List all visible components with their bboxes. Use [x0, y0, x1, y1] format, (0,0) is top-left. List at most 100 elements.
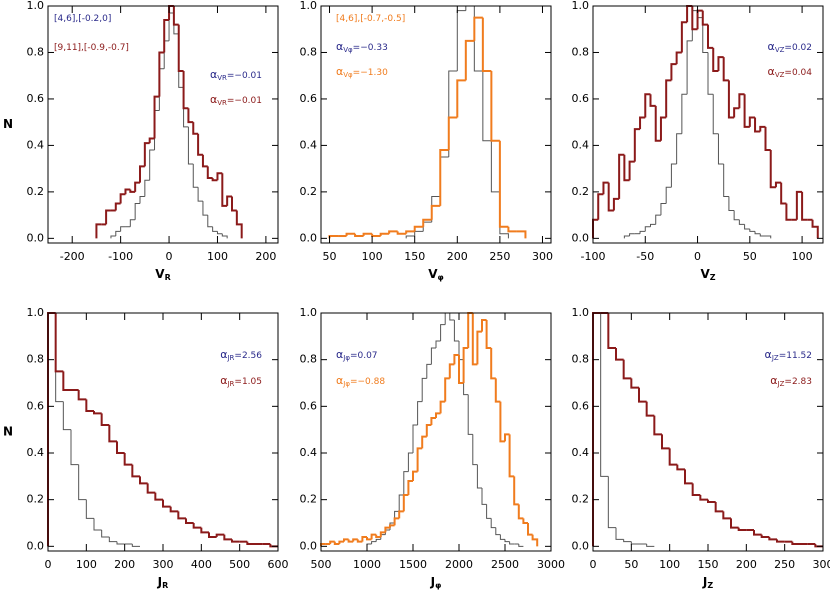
histogram-step: [615, 527, 624, 540]
histogram-step: [384, 526, 390, 533]
histogram-step: [139, 476, 148, 485]
histogram-step: [362, 232, 373, 237]
histogram-step: [612, 197, 620, 211]
histogram-step: [192, 164, 199, 188]
histogram-step: [481, 319, 487, 332]
histogram-step: [421, 435, 427, 449]
histogram-step: [628, 160, 635, 181]
histogram-step: [100, 413, 110, 426]
histogram-step: [702, 17, 708, 53]
histogram-step: [754, 117, 761, 133]
histogram-step: [143, 142, 150, 167]
histogram-step: [471, 313, 478, 366]
annotation-subscript: Jφ: [342, 380, 350, 388]
histogram-step: [749, 229, 756, 232]
histogram-step: [811, 219, 819, 239]
annotation-subscript: JZ: [771, 354, 779, 362]
histogram-step: [108, 425, 117, 443]
histogram-step: [785, 203, 792, 221]
histogram-step: [744, 224, 750, 230]
histogram-step: [660, 203, 667, 216]
histogram-step: [659, 116, 667, 141]
histogram-step: [146, 483, 156, 494]
histogram-step: [206, 166, 213, 179]
histogram-step: [371, 233, 381, 238]
annotation-text: [4,6],[-0.7,-0.5]: [336, 14, 405, 24]
histogram-step: [435, 340, 441, 348]
histogram-step: [131, 544, 140, 547]
panel: 0.00.20.40.60.81.0-100 -50 0 50 100VZαVZ=0.0…: [572, 0, 824, 282]
histogram-step: [221, 173, 228, 207]
annotation-subscript: JR: [226, 354, 234, 362]
histogram-step: [62, 401, 71, 431]
histogram-step: [795, 190, 803, 220]
histogram-step: [774, 181, 782, 188]
annotation-text: =−0.88: [350, 377, 385, 387]
histogram-step: [668, 448, 678, 466]
histogram-step: [622, 359, 632, 380]
histogram-step: [177, 511, 186, 520]
x-tick-label: 0: [166, 250, 173, 263]
histogram-step: [462, 347, 469, 383]
histogram-step: [465, 5, 475, 11]
annotation: αJφ=−0.88: [336, 374, 385, 388]
annotation-subscript: VR: [217, 99, 227, 107]
histogram-step: [375, 534, 381, 538]
panel: 0.00.20.40.60.81.0050100150200250300JZαJ…: [572, 306, 830, 590]
x-axis-label-main: V: [428, 267, 438, 281]
histogram-step: [425, 424, 432, 437]
histogram-step: [630, 541, 639, 545]
y-tick-label: 0.8: [27, 353, 45, 366]
panel: 0.0 0.2 0.4 0.6 0.8 1.0 0 100 200 300 400 500 600 JR N…: [3, 306, 289, 590]
histogram-step: [509, 541, 515, 545]
histogram-step: [727, 80, 735, 119]
annotation-text: =1.05: [234, 377, 262, 387]
y-tick-label: 0.0: [27, 539, 45, 552]
annotation-symbol: α: [336, 65, 343, 78]
histogram-step: [389, 524, 395, 528]
histogram-step: [426, 363, 432, 379]
x-axis-label: JZ: [702, 575, 713, 590]
annotation: αVφ=−1.30: [336, 65, 388, 79]
histogram-step: [345, 232, 356, 237]
histogram-step: [414, 230, 424, 237]
histogram-step: [439, 400, 446, 414]
x-tick-label: 100: [792, 250, 813, 263]
panel: 0.0 0.2 0.4 0.6 0.8 1.0 500 1000 1500 2000 2500 300…: [300, 306, 566, 590]
histogram-step: [177, 24, 184, 73]
histogram-step: [748, 116, 756, 127]
histogram-step: [467, 394, 473, 435]
histogram-step: [430, 347, 436, 365]
annotation-symbol: α: [336, 348, 343, 361]
annotation-symbol: α: [770, 374, 777, 387]
x-tick-label: 600: [268, 558, 289, 571]
histogram-step: [676, 133, 682, 164]
histogram-step: [124, 188, 131, 195]
histogram-step: [707, 52, 714, 95]
annotation-text: [9,11],[-0.9,-0.7]: [54, 43, 129, 53]
y-tick-label: 0.2: [300, 185, 318, 198]
histogram-step: [765, 235, 772, 239]
histogram-step: [402, 494, 409, 512]
histogram-step: [62, 371, 71, 391]
histogram-step: [200, 527, 209, 534]
histogram-step: [47, 312, 56, 547]
histogram-step: [504, 433, 510, 442]
x-axis-label-main: V: [700, 267, 710, 281]
histogram-step: [246, 541, 255, 545]
x-axis-label-subscript: φ: [438, 273, 444, 282]
annotation-symbol: α: [336, 40, 343, 53]
histogram-step: [499, 191, 509, 239]
histogram-step: [215, 533, 225, 537]
histogram-step: [684, 469, 693, 485]
annotation-subscript: JZ: [777, 380, 785, 388]
histogram-step: [449, 313, 455, 321]
x-tick-label: 0: [694, 250, 701, 263]
histogram-step: [216, 231, 223, 235]
panel: 0.0 0.2 0.4 0.6 0.8 1.0 50 100 150 200 250 300 Vφ [4,…: [300, 0, 553, 282]
histogram-step: [393, 517, 400, 526]
histogram-step: [607, 313, 616, 349]
histogram-step: [464, 39, 475, 81]
y-tick-label: 0.2: [27, 493, 45, 506]
